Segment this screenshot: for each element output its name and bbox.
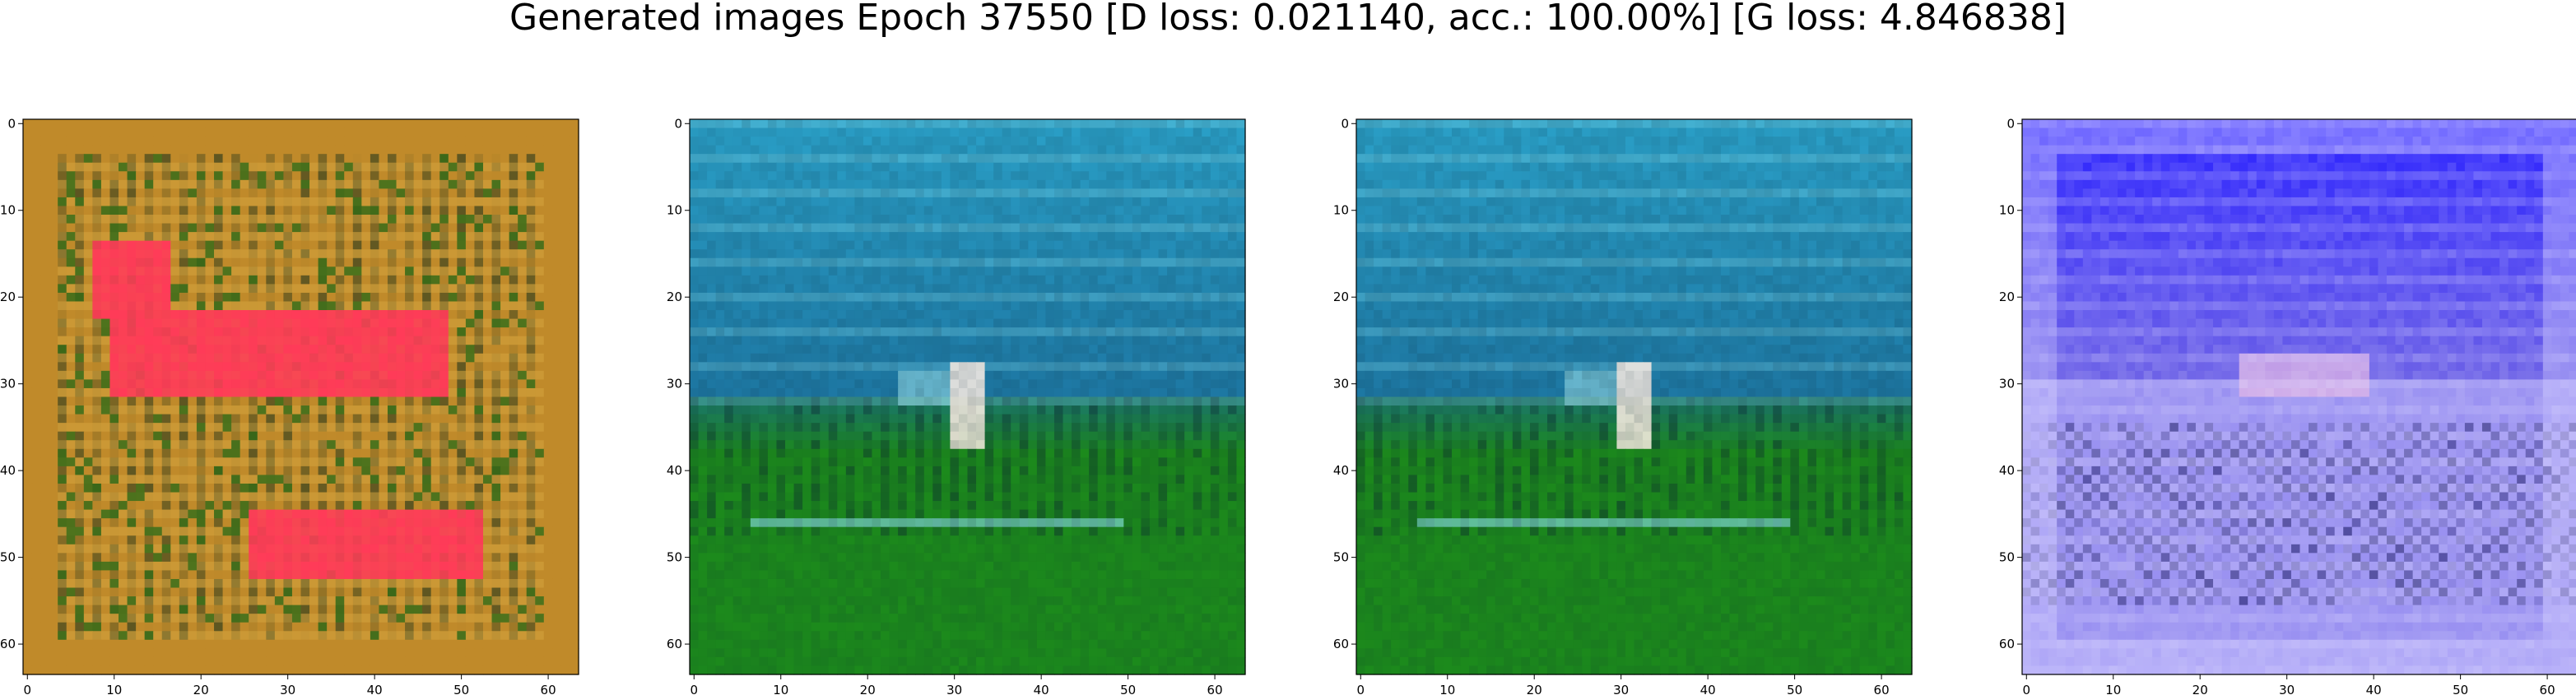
x-tick-label: 10: [106, 683, 122, 695]
x-tick-label: 30: [946, 683, 962, 695]
y-tick-label: 20: [667, 290, 682, 304]
x-tick-label: 20: [2192, 683, 2208, 695]
y-tick-label: 50: [0, 550, 16, 565]
y-tick-label: 10: [1333, 203, 1349, 218]
x-tick-label: 60: [1874, 683, 1890, 695]
image-panel-4: 0 0 10 10 20 20 30 30 40 40 50 50 60 60: [1999, 116, 2576, 695]
y-tick-label: 0: [674, 116, 682, 131]
x-tick-label: 0: [690, 683, 699, 695]
y-tick-label: 60: [1333, 637, 1349, 651]
y-tick-label: 0: [2006, 116, 2015, 131]
y-tick-label: 60: [0, 637, 16, 651]
y-tick-label: 60: [1999, 637, 2015, 651]
generated-image: 0 0 10 10 20 20 30 30 40 40 50 50 60 60: [1333, 116, 1913, 695]
x-tick-label: 10: [2105, 683, 2121, 695]
x-tick-label: 0: [2023, 683, 2031, 695]
image-panel-3: 0 0 10 10 20 20 30 30 40 40 50 50 60 60: [1333, 116, 1913, 695]
x-tick-label: 40: [1700, 683, 1716, 695]
x-tick-label: 0: [24, 683, 32, 695]
y-tick-label: 20: [1999, 290, 2015, 304]
x-tick-label: 0: [1357, 683, 1365, 695]
x-tick-label: 50: [453, 683, 469, 695]
axes-frame: [1355, 118, 1913, 675]
y-tick-label: 10: [667, 203, 682, 218]
x-tick-label: 30: [2279, 683, 2295, 695]
y-tick-label: 50: [1999, 550, 2015, 565]
x-tick-label: 30: [280, 683, 295, 695]
figure-title: Generated images Epoch 37550 [D loss: 0.…: [509, 0, 2067, 39]
x-tick-label: 60: [1207, 683, 1223, 695]
x-tick-label: 20: [1527, 683, 1542, 695]
y-tick-label: 20: [0, 290, 16, 304]
y-tick-label: 50: [1333, 550, 1349, 565]
x-tick-label: 50: [2453, 683, 2468, 695]
y-tick-label: 40: [1333, 463, 1349, 478]
y-tick-label: 50: [667, 550, 682, 565]
y-tick-label: 30: [1999, 377, 2015, 392]
axes-frame: [22, 118, 579, 675]
axes-frame: [689, 118, 1246, 675]
y-tick-label: 10: [0, 203, 16, 218]
x-tick-label: 60: [2540, 683, 2555, 695]
y-tick-label: 40: [0, 463, 16, 478]
image-panel-1: 0 0 10 10 20 20 30 30 40 40 50 50 60 60: [0, 116, 580, 695]
x-tick-label: 40: [1034, 683, 1049, 695]
y-tick-label: 30: [0, 377, 16, 392]
y-tick-label: 60: [667, 637, 682, 651]
y-tick-label: 30: [1333, 377, 1349, 392]
generated-image: 0 0 10 10 20 20 30 30 40 40 50 50 60 60: [667, 116, 1246, 695]
y-tick-label: 10: [1999, 203, 2015, 218]
x-tick-label: 20: [860, 683, 876, 695]
y-tick-label: 40: [667, 463, 682, 478]
generated-image: 0 0 10 10 20 20 30 30 40 40 50 50 60 60: [1999, 116, 2576, 695]
y-tick-label: 0: [1341, 116, 1349, 131]
y-tick-label: 40: [1999, 463, 2015, 478]
x-tick-label: 50: [1787, 683, 1802, 695]
x-tick-label: 20: [193, 683, 209, 695]
x-tick-label: 30: [1613, 683, 1629, 695]
x-tick-label: 60: [541, 683, 556, 695]
x-tick-label: 40: [367, 683, 383, 695]
axes-frame: [2021, 118, 2576, 675]
image-panel-2: 0 0 10 10 20 20 30 30 40 40 50 50 60 60: [667, 116, 1247, 695]
x-tick-label: 10: [1439, 683, 1455, 695]
generated-image: 0 0 10 10 20 20 30 30 40 40 50 50 60 60: [0, 116, 579, 695]
x-tick-label: 40: [2366, 683, 2382, 695]
x-tick-label: 50: [1120, 683, 1136, 695]
y-tick-label: 0: [7, 116, 16, 131]
x-tick-label: 10: [773, 683, 788, 695]
y-tick-label: 30: [667, 377, 682, 392]
y-tick-label: 20: [1333, 290, 1349, 304]
